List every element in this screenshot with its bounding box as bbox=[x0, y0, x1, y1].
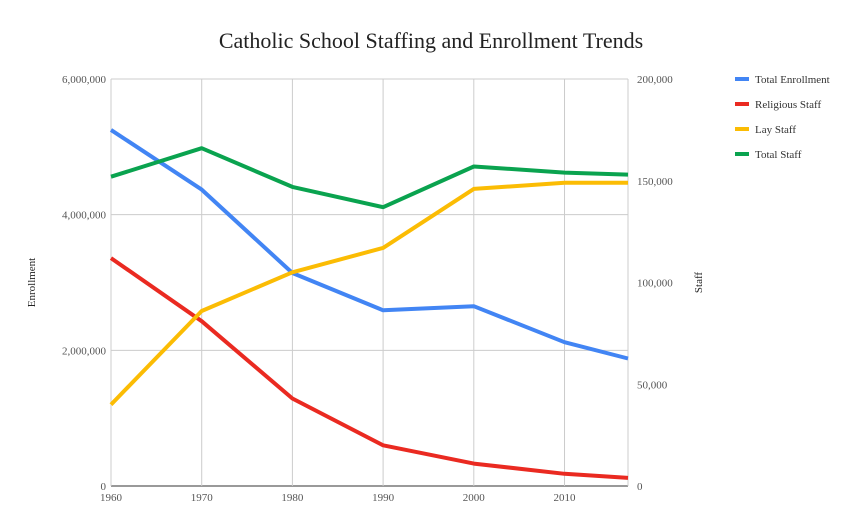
x-tick-label: 1970 bbox=[191, 492, 214, 504]
x-tick-label: 2000 bbox=[463, 492, 486, 504]
right-tick-label: 100,000 bbox=[637, 278, 673, 290]
legend-label-religious-staff: Religious Staff bbox=[755, 99, 821, 111]
series-line-total-enrollment bbox=[109, 128, 629, 361]
x-tick-label: 1990 bbox=[372, 492, 395, 504]
left-tick-label: 6,000,000 bbox=[62, 74, 107, 86]
legend-label-lay-staff: Lay Staff bbox=[755, 124, 796, 136]
series-line-total-staff bbox=[110, 146, 629, 210]
series-line-religious-staff bbox=[109, 256, 629, 480]
right-tick-label: 150,000 bbox=[637, 176, 673, 188]
x-tick-label: 1960 bbox=[100, 492, 123, 504]
right-tick-label: 0 bbox=[637, 481, 643, 493]
chart-title: Catholic School Staffing and Enrollment … bbox=[219, 28, 643, 53]
x-tick-label: 2010 bbox=[554, 492, 577, 504]
right-tick-label: 200,000 bbox=[637, 74, 673, 86]
y-axis-left-label: Enrollment bbox=[26, 258, 38, 308]
left-tick-label: 0 bbox=[101, 481, 107, 493]
right-tick-label: 50,000 bbox=[637, 379, 668, 391]
series-line-lay-staff bbox=[109, 180, 628, 406]
x-tick-label: 1980 bbox=[281, 492, 304, 504]
legend-label-total-staff: Total Staff bbox=[755, 149, 802, 161]
y-axis-right-label: Staff bbox=[693, 272, 705, 294]
left-tick-label: 4,000,000 bbox=[62, 210, 107, 222]
legend-label-total-enrollment: Total Enrollment bbox=[755, 74, 830, 86]
left-tick-label: 2,000,000 bbox=[62, 345, 107, 357]
